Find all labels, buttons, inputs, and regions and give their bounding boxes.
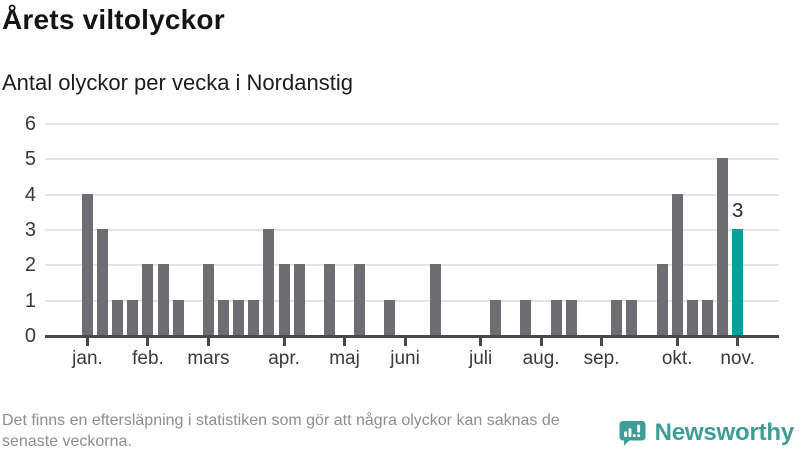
- x-axis-line: [45, 335, 779, 338]
- bar-week-4: [142, 264, 154, 335]
- bar-week-5: [157, 264, 169, 335]
- month-label-jan: jan.: [72, 348, 103, 369]
- bar-week-9: [218, 299, 230, 335]
- y-axis-tick-label: 6: [24, 113, 36, 135]
- x-axis-tick: [403, 338, 407, 346]
- bar-week-12: [263, 229, 275, 335]
- bar-week-31: [550, 299, 562, 335]
- bar-week-43: [732, 229, 744, 335]
- x-axis-tick: [86, 338, 89, 346]
- gridline: [45, 158, 779, 161]
- bar-week-29: [520, 299, 532, 335]
- bar-chart-plot: 0 1 2 3 4 5 6 jan. feb. mars apr. maj juni juli aug. se…: [0, 113, 800, 369]
- bar-week-38: [656, 264, 668, 335]
- bar-week-36: [626, 299, 638, 335]
- x-axis-tick: [675, 338, 679, 346]
- gridline: [45, 123, 779, 125]
- x-axis-tick: [282, 338, 286, 346]
- y-axis-tick-label: 1: [24, 289, 36, 312]
- month-label-feb: feb.: [132, 348, 164, 369]
- month-label-nov: nov.: [720, 348, 755, 369]
- y-axis-tick-label: 0: [24, 325, 36, 347]
- month-label-maj: maj: [329, 348, 360, 369]
- bar-week-3: [127, 299, 139, 335]
- month-label-apr: apr.: [268, 348, 300, 369]
- bar-week-6: [172, 299, 184, 335]
- month-label-juni: juni: [390, 348, 420, 369]
- bar-week-35: [611, 299, 623, 335]
- bar-week-41: [701, 299, 713, 335]
- bar-week-27: [490, 299, 502, 335]
- y-axis-tick-label: 4: [24, 183, 36, 206]
- bar-week-0: [82, 193, 93, 335]
- x-axis-tick: [479, 338, 483, 346]
- month-label-okt: okt.: [661, 348, 693, 369]
- bar-week-20: [384, 299, 396, 335]
- bar-week-42: [717, 158, 729, 335]
- newsworthy-logo: Newsworthy: [617, 418, 794, 448]
- gridline: [45, 229, 779, 231]
- x-axis-tick: [600, 338, 604, 346]
- gridline: [45, 299, 779, 302]
- x-axis-tick: [146, 338, 150, 346]
- x-axis-tick: [206, 338, 210, 346]
- chart-title: Årets viltolyckor: [2, 4, 225, 35]
- bar-week-32: [565, 299, 577, 335]
- month-label-mars: mars: [187, 348, 230, 369]
- x-axis-tick: [539, 338, 543, 346]
- newsworthy-logo-text: Newsworthy: [654, 419, 795, 446]
- x-axis-tick: [343, 338, 347, 346]
- bar-week-23: [429, 264, 441, 335]
- y-axis-tick-label: 2: [24, 254, 36, 277]
- bar-week-14: [293, 264, 305, 335]
- chart-subtitle: Antal olyckor per vecka i Nordanstig: [2, 70, 353, 95]
- bar-week-18: [354, 264, 366, 335]
- bar-chart-speech-bubble-icon: [619, 421, 646, 446]
- y-axis-tick-label: 5: [24, 148, 36, 171]
- month-label-sep: sep.: [583, 348, 620, 369]
- month-label-aug: aug.: [522, 348, 560, 369]
- bar-week-40: [686, 299, 698, 335]
- bar-value-label: 3: [732, 200, 744, 222]
- x-axis-tick: [736, 338, 740, 346]
- chart-footnote: Det finns en eftersläpning i statistiken…: [2, 412, 560, 451]
- bar-week-11: [248, 299, 260, 335]
- y-axis-tick-label: 3: [24, 219, 36, 241]
- bar-week-1: [97, 229, 109, 335]
- bar-week-39: [671, 193, 683, 335]
- bar-week-16: [323, 264, 335, 335]
- gridline: [45, 193, 779, 196]
- bar-week-10: [233, 299, 245, 335]
- bar-week-2: [112, 299, 124, 335]
- month-label-juli: juli: [468, 348, 493, 369]
- bar-week-8: [202, 264, 214, 335]
- bar-week-13: [278, 264, 290, 335]
- gridline: [45, 264, 779, 267]
